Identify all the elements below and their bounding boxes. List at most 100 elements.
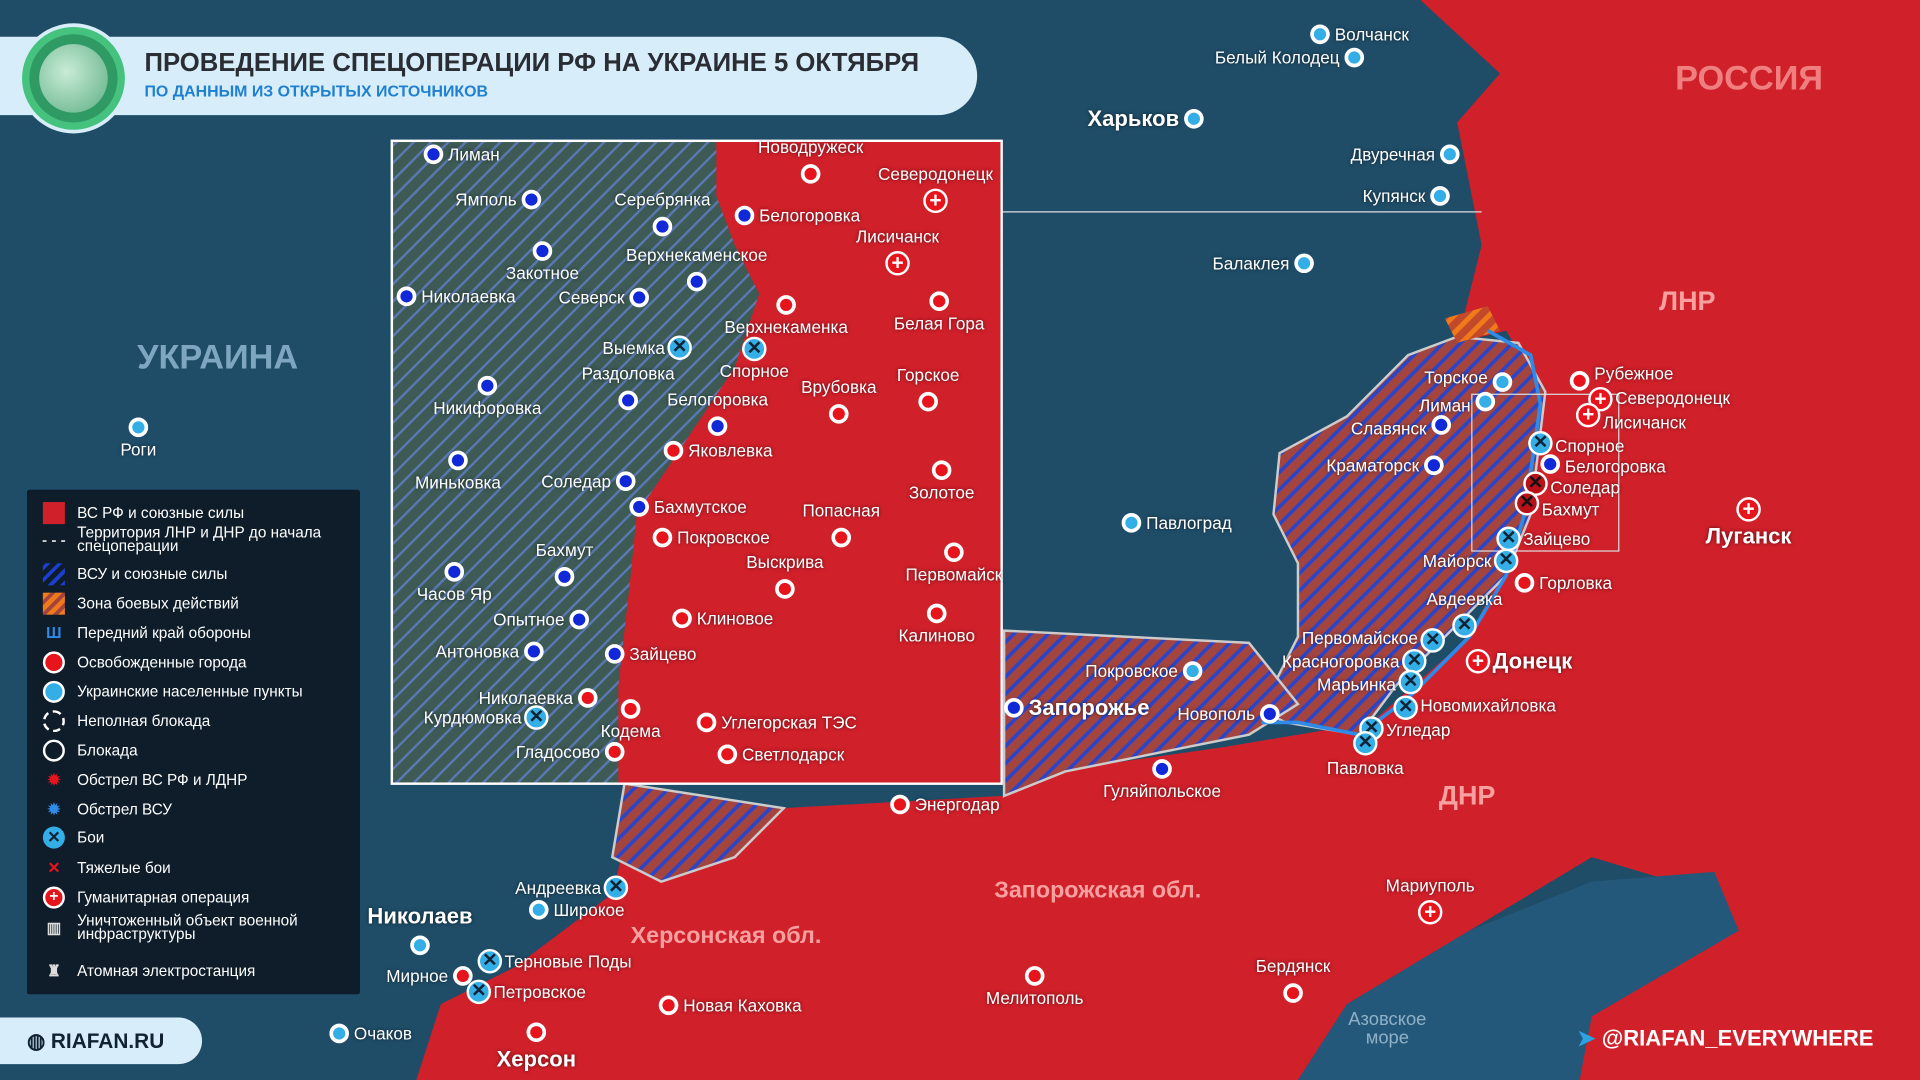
rf-controlled-area: [416, 0, 1920, 1080]
city-label: Миньковка: [414, 472, 501, 493]
city-label: Спорное: [1555, 435, 1625, 456]
blue-marker-icon: [1152, 759, 1172, 779]
inset-rf-area: [618, 142, 1001, 783]
blue-marker-icon: [1424, 455, 1444, 476]
city-label: Краматорск: [1326, 455, 1420, 476]
red-marker-icon: [944, 542, 964, 563]
legend-item: Блокада: [42, 737, 138, 764]
red-square-icon: [42, 502, 66, 525]
circle-icon: [42, 739, 66, 762]
city-label: Луганск: [1705, 524, 1792, 549]
city-label: Северодонецк: [1615, 388, 1731, 408]
battle-marker-icon: ✕: [1402, 648, 1427, 674]
legend-item: Освобожденные города: [42, 649, 247, 676]
red-marker-icon: [831, 527, 852, 548]
legend-label: Украинские населенные пункты: [77, 682, 303, 700]
city-label: Покровское: [677, 527, 770, 548]
red-marker-icon: [652, 527, 673, 548]
city-label: Зайцево: [1523, 528, 1591, 549]
blue-marker-icon: [734, 205, 755, 226]
inset-location-box: [1471, 393, 1620, 552]
riafan-site-link[interactable]: ◍ RIAFAN.RU: [0, 1017, 203, 1065]
red-marker-icon: [918, 391, 938, 412]
battle-marker-icon: ✕: [742, 336, 767, 362]
site-label: RIAFAN.RU: [50, 1029, 165, 1054]
page-subtitle: ПО ДАННЫМ ИЗ ОТКРЫТЫХ ИСТОЧНИКОВ: [144, 82, 489, 101]
globe-icon: ◍: [26, 1029, 51, 1054]
legend-item: - - - Территория ЛНР и ДНР до начала спец…: [42, 525, 360, 554]
city-label: Яковлевка: [688, 440, 773, 461]
battle-marker-icon: ✕: [466, 979, 492, 1005]
city-label: Клиновое: [696, 608, 774, 629]
city-label: Лисичанск: [856, 226, 940, 247]
city-label: Николаевка: [478, 688, 574, 708]
city-label: Белая Гора: [893, 313, 985, 334]
blue-marker-icon: [569, 609, 589, 630]
blue-marker-icon: [618, 390, 638, 411]
region-dnr: ДНР: [1438, 780, 1496, 811]
city-label: Николаевка: [421, 286, 516, 307]
battle-marker-icon: ✕: [1420, 628, 1445, 653]
legend-item: Украинские населенные пункты: [42, 678, 303, 705]
legend-label: Неполная блокада: [77, 712, 211, 730]
red-marker-icon: [620, 699, 641, 719]
legend-item: ♜ Атомная электростанция: [42, 958, 256, 985]
city-label: Херсон: [496, 1046, 577, 1072]
humanitarian-cross-icon: +: [42, 886, 66, 909]
legend-label: Обстрел ВС РФ и ЛДНР: [77, 770, 248, 788]
region-kherson: Херсонская обл.: [630, 923, 822, 949]
city-label: Рубежное: [1594, 363, 1674, 384]
city-label: Павлоград: [1146, 513, 1232, 533]
city-label: Новодружеск: [758, 137, 864, 157]
telegram-link[interactable]: ➤ @RIAFAN_EVERYWHERE: [1577, 1026, 1873, 1052]
battle-marker-icon: ✕: [1528, 431, 1553, 456]
city-label: Лиман: [1418, 395, 1471, 416]
blue-marker-icon: [615, 471, 636, 492]
city-label: Мариуполь: [1385, 875, 1475, 896]
legend-item: + Гуманитарная операция: [42, 884, 250, 911]
city-label: Марьинка: [1316, 674, 1396, 695]
city-label: Северск: [558, 287, 625, 308]
city-label: Гуляйпольское: [1103, 781, 1221, 801]
city-label: Опытное: [493, 609, 565, 630]
city-label: Никифоровка: [433, 397, 542, 418]
city-label: Авдеевка: [1426, 588, 1503, 609]
city-label: Врубовка: [801, 377, 877, 397]
legend-label: Блокада: [77, 741, 138, 759]
city-label: Горское: [896, 364, 960, 385]
hum-marker-icon: +: [1417, 900, 1443, 925]
red-marker-icon: [604, 742, 625, 762]
city-label: Роги: [120, 439, 157, 460]
legend-item: ✹ Обстрел ВС РФ и ЛДНР: [42, 767, 248, 794]
battle-marker-icon: ✕: [1393, 695, 1418, 721]
city-label: Светлодарск: [742, 744, 845, 765]
red-marker-icon: [775, 579, 795, 599]
ua-marker-icon: [1344, 47, 1365, 68]
hum-marker-icon: +: [1736, 497, 1761, 522]
city-label: Золотое: [908, 482, 975, 503]
city-label: Спорное: [719, 361, 789, 381]
blue-marker-icon: [521, 189, 542, 210]
city-label: Попасная: [802, 500, 880, 521]
red-marker-icon: [663, 440, 684, 461]
blue-marker-icon: [629, 287, 649, 308]
city-label: Лисичанск: [1602, 412, 1686, 433]
blue-marker-icon: [1260, 704, 1280, 724]
city-label: Красногоровка: [1281, 651, 1400, 672]
city-label: Кодема: [600, 721, 661, 741]
city-label: Выемка: [602, 337, 665, 358]
region-lnr: ЛНР: [1659, 285, 1716, 316]
city-label: Горловка: [1539, 573, 1613, 593]
battle-marker-icon: ✕: [1398, 669, 1423, 695]
ua-marker-icon: [1121, 513, 1142, 533]
city-label: Бахмут: [535, 540, 594, 560]
blue-marker-icon: [707, 416, 728, 436]
blue-marker-icon: [444, 562, 465, 582]
legend-label: Уничтоженный объект военной инфраструкту…: [77, 912, 298, 943]
defense-line-icon: Ш: [46, 623, 62, 642]
city-label: Белогоровка: [759, 205, 861, 226]
city-label: Соледар: [541, 471, 612, 492]
city-label: Петровское: [493, 982, 586, 1002]
red-marker-icon: [800, 164, 821, 184]
city-label: Бердянск: [1255, 956, 1331, 976]
